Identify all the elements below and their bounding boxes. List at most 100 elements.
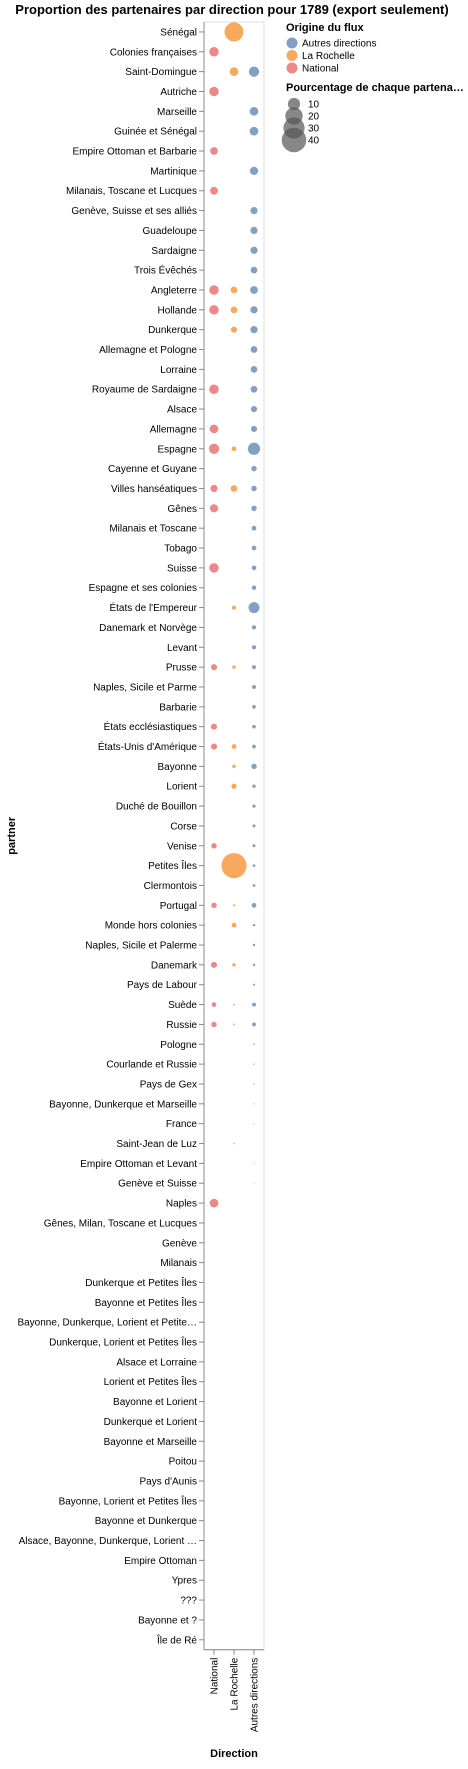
y-tick-label-corse: Corse [170,821,197,832]
point-autres-directions-bayonne [251,763,257,770]
y-tick-label-trois-eveches: Trois Évêchés [134,264,197,277]
y-tick-label-saint-jean-de-luz: Saint-Jean de Luz [116,1139,197,1150]
y-tick-label-geneve-suisse-et-ses-allies: Genève, Suisse et ses alliés [71,206,197,217]
point-la-rochelle-monde-hors-colonies [231,922,237,928]
y-tick-label-saint-domingue: Saint-Domingue [125,67,197,78]
y-tick-label-russie: Russie [166,1020,197,1031]
legend-size-label-10: 10 [308,100,320,111]
point-autres-directions-danemark-et-norvege [251,625,257,630]
point-autres-directions-lorient [252,784,256,788]
point-autres-directions-allemagne [250,425,258,432]
legend-size-title: Pourcentage de chaque partena… [286,82,464,94]
y-tick-label-sardaigne: Sardaigne [151,246,197,257]
legend-size-circle-40 [281,127,307,153]
point-autres-directions-martinique [249,166,259,175]
point-la-rochelle-suede [233,1003,235,1006]
y-tick-label-angleterre: Angleterre [151,285,198,296]
point-autres-directions-duche-de-bouillon [252,804,256,808]
y-tick-label-bayonne-dunkerque-lorient-et-petite: Bayonne, Dunkerque, Lorient et Petite… [17,1318,197,1329]
point-national-suede [211,1002,217,1007]
y-tick-label-ypres: Ypres [172,1576,197,1587]
point-autres-directions-guinee-et-senegal [249,126,259,136]
y-tick-label-bayonne: Bayonne [158,762,198,773]
y-tick-label-dunkerque-et-lorient: Dunkerque et Lorient [104,1417,198,1428]
point-autres-directions-royaume-de-sardaigne [250,385,258,393]
point-la-rochelle-lorient [231,783,237,789]
point-autres-directions-pologne [253,1043,255,1046]
y-tick-label-empire-ottoman-et-barbarie: Empire Ottoman et Barbarie [73,147,198,158]
y-tick-label-lorient-et-petites-iles: Lorient et Petites Îles [104,1375,197,1388]
y-tick-label-suisse: Suisse [167,563,197,574]
point-la-rochelle-danemark [232,963,236,967]
point-la-rochelle-russie [233,1023,235,1026]
y-tick-label-bayonne-et: Bayonne et ? [138,1615,197,1626]
point-autres-directions-cayenne-et-guyane [251,465,257,472]
legend-swatch-national [286,62,298,74]
y-tick-label-guadeloupe: Guadeloupe [143,226,198,237]
y-tick-label-lorraine: Lorraine [160,365,197,376]
point-la-rochelle-senegal [224,22,244,42]
point-national-genes [209,504,219,513]
point-autres-directions-bayonne-dunkerque-et-marseille [253,1103,255,1105]
point-national-etats-unis-d-amerique [210,743,218,750]
point-national-venise [211,843,217,849]
y-tick-label-dunkerque: Dunkerque [148,325,197,336]
y-tick-label-royaume-de-sardaigne: Royaume de Sardaigne [92,385,198,396]
point-autres-directions-espagne-et-ses-colonies [251,585,257,590]
point-la-rochelle-espagne [231,446,237,452]
legend-label-autres-directions: Autres directions [302,39,376,50]
y-tick-label-bayonne-et-marseille: Bayonne et Marseille [104,1437,198,1448]
legend-size-label-30: 30 [308,124,320,135]
point-autres-directions-monde-hors-colonies [252,923,256,927]
y-tick-label-milanais-toscane-et-lucques: Milanais, Toscane et Lucques [66,186,197,197]
y-tick-label-petites-iles: Petites Îles [148,859,197,872]
y-tick-label-etats-unis-d-amerique: États-Unis d'Amérique [98,740,198,753]
point-autres-directions-tobago [251,545,257,551]
point-la-rochelle-petites-iles [221,853,247,879]
legend-label-national: National [302,64,339,75]
y-tick-label-espagne-et-ses-colonies: Espagne et ses colonies [89,583,197,594]
point-autres-directions-dunkerque [250,326,258,334]
point-la-rochelle-bayonne [232,764,236,769]
y-tick-label-martinique: Martinique [150,166,197,177]
y-tick-label-dunkerque-et-petites-iles: Dunkerque et Petites Îles [85,1276,197,1289]
point-autres-directions-naples-sicile-et-parme [252,685,256,689]
point-national-colonies-francaises [209,47,219,57]
point-autres-directions-allemagne-et-pologne [250,346,258,353]
y-tick-label-duche-de-bouillon: Duché de Bouillon [116,802,197,813]
point-autres-directions-alsace [250,406,258,413]
point-la-rochelle-prusse [232,665,236,669]
y-tick-label-item: ??? [180,1596,197,1607]
y-tick-label-naples-sicile-et-palerme: Naples, Sicile et Palerme [85,941,197,952]
point-national-milanais-toscane-et-lucques [210,186,218,195]
point-autres-directions-hollande [250,306,258,314]
y-tick-label-danemark-et-norvege: Danemark et Norvège [99,623,197,634]
point-la-rochelle-etats-de-l-empereur [231,605,237,610]
point-autres-directions-geneve-et-suisse [253,1182,255,1184]
legend-swatch-autres-directions [286,37,298,49]
point-autres-directions-marseille [249,106,259,116]
y-tick-label-etats-ecclesiastiques: États ecclésiastiques [104,720,197,733]
point-autres-directions-trois-eveches [250,266,258,274]
y-tick-label-allemagne-et-pologne: Allemagne et Pologne [99,345,197,356]
point-national-villes-hanseatiques [210,484,218,493]
y-tick-label-senegal: Sénégal [160,27,197,38]
y-tick-label-colonies-francaises: Colonies françaises [110,47,197,58]
point-autres-directions-guadeloupe [250,226,258,235]
y-tick-label-bayonne-dunkerque-et-marseille: Bayonne, Dunkerque et Marseille [49,1099,197,1110]
y-tick-label-ile-de-re: Île de Ré [156,1633,197,1646]
point-autres-directions-geneve-suisse-et-ses-allies [250,206,258,215]
y-tick-label-naples: Naples [166,1199,197,1210]
point-national-etats-ecclesiastiques [210,723,218,730]
point-national-danemark [210,961,218,968]
point-national-prusse [210,664,218,671]
y-tick-label-prusse: Prusse [166,663,198,674]
point-autres-directions-pays-de-gex [253,1083,255,1085]
point-autres-directions-prusse [252,665,256,670]
point-autres-directions-danemark [252,963,256,967]
y-tick-label-genes: Gênes [168,504,197,515]
point-autres-directions-courlande-et-russie [253,1063,255,1065]
y-tick-label-dunkerque-lorient-et-petites-iles: Dunkerque, Lorient et Petites Îles [49,1336,197,1349]
